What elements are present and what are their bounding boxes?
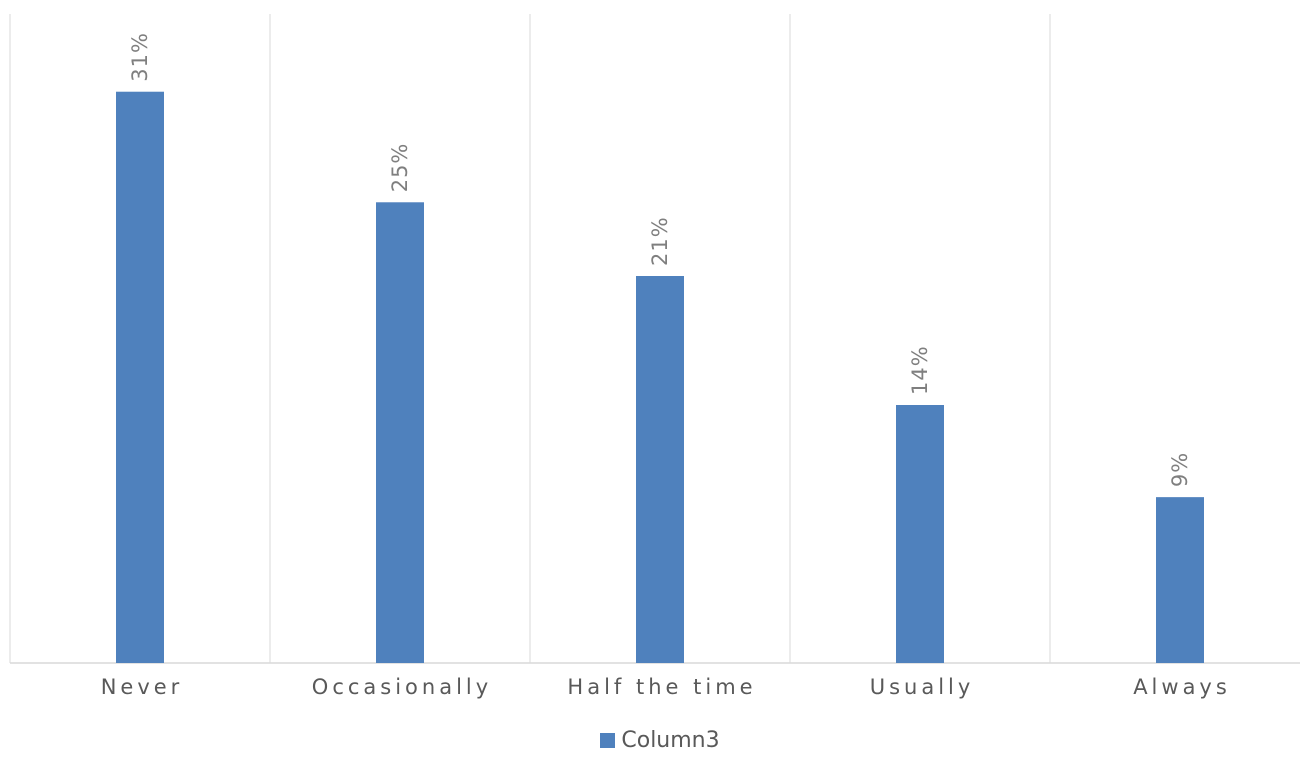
bar-occasionally: [376, 202, 424, 664]
bar-usually: [896, 405, 944, 663]
x-tick-label: Half the time: [567, 675, 756, 699]
legend-label: Column3: [621, 728, 720, 753]
bar-always: [1156, 497, 1204, 663]
legend-item-column3: Column3: [600, 728, 720, 753]
x-tick-label: Never: [101, 675, 184, 699]
data-label: 21%: [648, 216, 672, 266]
bar-never: [116, 91, 164, 663]
data-label: 31%: [128, 32, 152, 82]
chart-legend: Column3: [0, 728, 1300, 754]
x-tick-label: Always: [1133, 675, 1231, 699]
data-label: 9%: [1168, 452, 1192, 487]
legend-swatch: [600, 733, 616, 748]
x-tick-label: Occasionally: [312, 675, 492, 699]
x-tick-label: Usually: [870, 675, 975, 699]
data-label: 14%: [908, 345, 932, 395]
bar-half-the-time: [636, 276, 684, 663]
data-label: 25%: [388, 143, 412, 193]
